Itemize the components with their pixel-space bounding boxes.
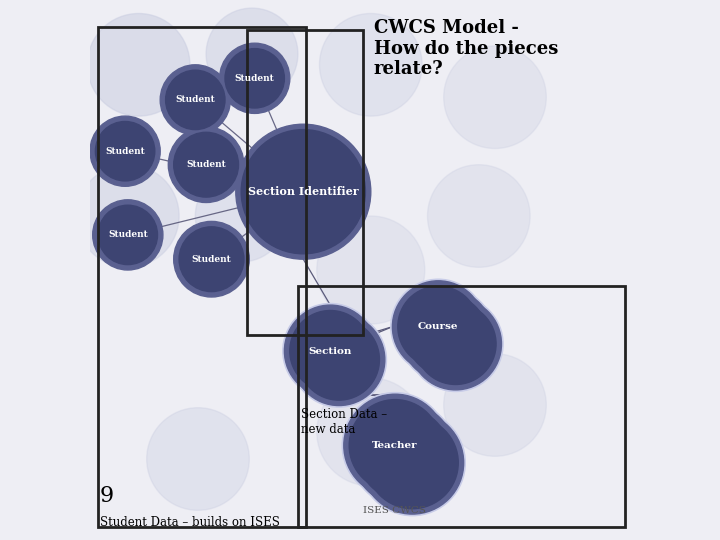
Circle shape: [283, 303, 378, 399]
Circle shape: [391, 279, 486, 374]
Circle shape: [289, 310, 371, 392]
Text: Teacher: Teacher: [372, 441, 418, 450]
Text: Student: Student: [192, 255, 231, 264]
Text: ISES CWCS: ISES CWCS: [363, 505, 426, 515]
Circle shape: [401, 289, 492, 381]
Circle shape: [174, 132, 238, 197]
Circle shape: [225, 49, 284, 108]
Circle shape: [166, 70, 225, 130]
Text: Student: Student: [105, 147, 145, 156]
Circle shape: [195, 170, 287, 262]
Text: 9: 9: [99, 484, 114, 507]
Circle shape: [317, 216, 425, 324]
Circle shape: [98, 205, 158, 265]
Text: Student: Student: [186, 160, 226, 169]
Circle shape: [161, 65, 230, 135]
Circle shape: [241, 130, 366, 254]
Circle shape: [206, 8, 298, 100]
Circle shape: [392, 281, 484, 373]
Circle shape: [168, 127, 244, 202]
Circle shape: [361, 411, 464, 514]
Circle shape: [90, 116, 160, 186]
Circle shape: [366, 417, 458, 509]
Circle shape: [352, 403, 455, 505]
Circle shape: [317, 378, 425, 486]
Circle shape: [406, 295, 487, 376]
Circle shape: [358, 408, 449, 500]
Circle shape: [428, 165, 530, 267]
Circle shape: [408, 296, 503, 392]
Circle shape: [174, 221, 249, 297]
Text: Section: Section: [309, 347, 352, 355]
Circle shape: [179, 227, 244, 292]
Circle shape: [320, 14, 422, 116]
Circle shape: [444, 46, 546, 148]
Circle shape: [299, 319, 379, 400]
Text: Section Data –
new data: Section Data – new data: [301, 408, 387, 436]
Circle shape: [444, 354, 546, 456]
Circle shape: [236, 124, 371, 259]
Text: CWCS Model -
How do the pieces
relate?: CWCS Model - How do the pieces relate?: [374, 19, 558, 78]
Circle shape: [342, 393, 448, 498]
Text: Student: Student: [176, 96, 215, 104]
Text: Student: Student: [235, 74, 274, 83]
Circle shape: [220, 43, 289, 113]
Circle shape: [293, 314, 384, 406]
Bar: [298, 286, 624, 526]
Text: Section Identifier: Section Identifier: [248, 186, 359, 197]
Text: Course: Course: [418, 322, 459, 331]
Circle shape: [292, 312, 387, 407]
Circle shape: [349, 400, 441, 491]
Circle shape: [400, 288, 495, 383]
Bar: [98, 27, 306, 526]
Circle shape: [284, 305, 376, 397]
Circle shape: [93, 200, 163, 270]
Circle shape: [351, 401, 456, 507]
Circle shape: [147, 408, 249, 510]
Circle shape: [95, 122, 155, 181]
Circle shape: [410, 298, 501, 390]
Circle shape: [397, 286, 479, 367]
Circle shape: [344, 394, 446, 497]
Circle shape: [415, 303, 496, 384]
Text: Student: Student: [108, 231, 148, 239]
Bar: [246, 30, 363, 335]
Circle shape: [76, 165, 179, 267]
Circle shape: [87, 14, 190, 116]
Text: Student Data – builds on ISES: Student Data – builds on ISES: [99, 516, 279, 529]
Circle shape: [359, 410, 465, 516]
